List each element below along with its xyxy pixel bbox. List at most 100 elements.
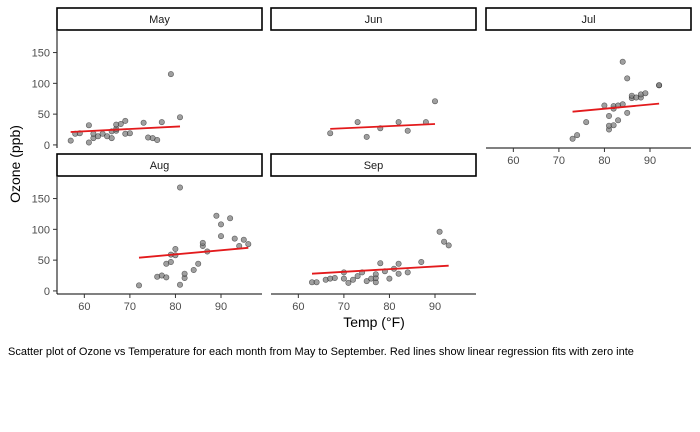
y-tick-label: 150	[32, 194, 50, 206]
facet-strip-label: Jul	[581, 14, 595, 26]
data-point	[431, 98, 438, 105]
facet-strip	[56, 153, 263, 177]
data-point	[136, 282, 143, 289]
data-point	[624, 75, 631, 82]
facet-strip-label: May	[149, 14, 170, 26]
data-point	[158, 119, 165, 126]
x-tick-label: 60	[292, 301, 304, 313]
data-point	[108, 135, 115, 142]
x-tick-label: 70	[338, 301, 350, 313]
data-point	[231, 235, 238, 242]
data-point	[363, 278, 370, 285]
facet-strip-label: Aug	[150, 160, 170, 172]
data-point	[85, 139, 92, 146]
data-point	[372, 271, 379, 278]
facet-strip	[270, 153, 477, 177]
data-point	[327, 130, 334, 137]
panel-aug: Aug	[56, 153, 263, 295]
facet-strip-label: Sep	[364, 160, 384, 172]
data-point	[615, 117, 622, 124]
data-point	[418, 258, 425, 265]
data-point	[610, 122, 617, 129]
data-point	[345, 279, 352, 286]
data-point	[213, 212, 220, 219]
data-point	[199, 239, 206, 246]
data-point	[583, 119, 590, 126]
panel-sep: Sep	[270, 153, 477, 295]
data-point	[436, 228, 443, 235]
facet-strip	[485, 7, 692, 31]
data-point	[395, 270, 402, 277]
x-tick-label: 80	[598, 155, 610, 167]
y-tick-label: 150	[32, 48, 50, 60]
data-point	[85, 122, 92, 129]
y-tick-label: 100	[32, 78, 50, 90]
data-point	[313, 279, 320, 286]
data-point	[445, 242, 452, 249]
x-tick-label: 60	[78, 301, 90, 313]
y-tick-label: 100	[32, 224, 50, 236]
panel-may: May	[56, 7, 263, 148]
x-tick-label: 70	[553, 155, 565, 167]
data-point	[404, 269, 411, 276]
x-tick-label: 90	[429, 301, 441, 313]
data-point	[395, 119, 402, 126]
regression-line	[70, 125, 181, 133]
data-point	[240, 236, 247, 243]
data-point	[177, 281, 184, 288]
data-point	[181, 270, 188, 277]
data-point	[349, 276, 356, 283]
data-point	[656, 82, 663, 89]
data-point	[441, 238, 448, 245]
y-tick-label: 0	[44, 286, 50, 298]
data-point	[195, 260, 202, 267]
data-point	[642, 90, 649, 97]
regression-line	[330, 123, 436, 130]
data-point	[354, 273, 361, 280]
data-point	[122, 117, 129, 124]
data-point	[167, 258, 174, 265]
x-tick-label: 60	[507, 155, 519, 167]
panel-jun: Jun	[270, 7, 477, 140]
x-tick-label: 80	[169, 301, 181, 313]
data-point	[172, 246, 179, 253]
data-point	[404, 127, 411, 134]
data-point	[190, 266, 197, 273]
y-tick-label: 50	[38, 109, 50, 121]
data-point	[140, 119, 147, 126]
x-tick-label: 90	[644, 155, 656, 167]
panels-layer: May Jun Jul Aug Sep	[56, 7, 692, 295]
figure-caption: Scatter plot of Ozone vs Temperature for…	[8, 346, 634, 358]
regression-line	[138, 246, 249, 259]
y-axis-ticks: 0 50 100 150 0 50 100 150	[32, 48, 57, 298]
data-point	[619, 58, 626, 65]
data-point	[601, 102, 608, 109]
facet-strip	[270, 7, 477, 31]
regression-line	[311, 264, 449, 275]
data-point	[354, 119, 361, 126]
x-axis-title: Temp (°F)	[343, 314, 405, 330]
x-axis-ticks: 60 70 80 90 60 70 80 90 60 70 80 90	[78, 148, 656, 313]
data-point	[177, 184, 184, 191]
data-point	[395, 260, 402, 267]
data-point	[218, 221, 225, 228]
data-point	[95, 133, 102, 140]
data-point	[605, 113, 612, 120]
data-point	[126, 130, 133, 137]
data-point	[377, 260, 384, 267]
data-point	[363, 133, 370, 140]
regression-line	[572, 102, 660, 113]
facet-strip	[56, 7, 263, 31]
data-point	[386, 275, 393, 282]
data-point	[167, 71, 174, 78]
data-point	[574, 132, 581, 139]
y-tick-label: 50	[38, 255, 50, 267]
data-point	[218, 233, 225, 240]
data-point	[154, 137, 161, 144]
data-point	[67, 137, 74, 144]
data-point	[569, 135, 576, 142]
data-point	[227, 215, 234, 222]
x-tick-label: 80	[383, 301, 395, 313]
x-tick-label: 90	[215, 301, 227, 313]
data-point	[624, 109, 631, 116]
